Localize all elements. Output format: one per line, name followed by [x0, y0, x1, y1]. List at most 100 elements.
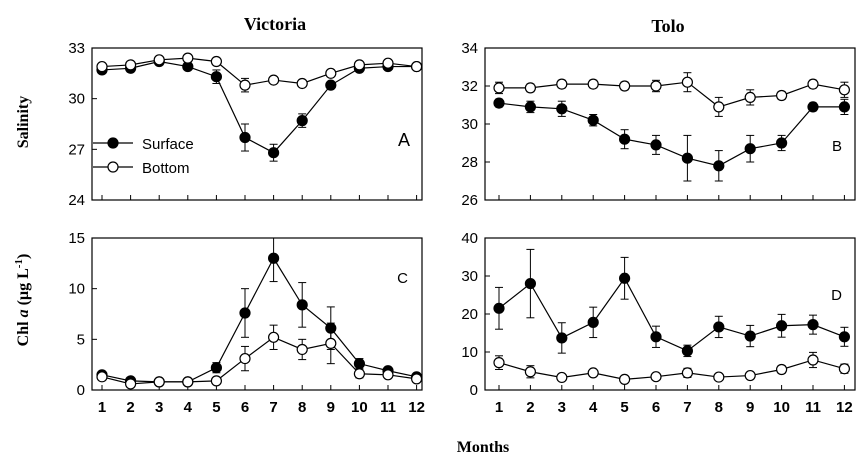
data-point-surface [493, 302, 505, 314]
data-point-bottom [524, 366, 537, 378]
data-point-bottom [744, 91, 756, 104]
data-point-bottom [838, 84, 851, 96]
y-tick-label: 0 [77, 382, 85, 399]
data-point-bottom [493, 82, 505, 94]
data-point-surface [681, 152, 694, 164]
x-tick-label: 3 [558, 399, 566, 416]
data-point-bottom [268, 331, 280, 343]
data-point-surface [807, 319, 819, 331]
x-axis-label: Months [457, 439, 509, 456]
data-point-surface [744, 330, 756, 342]
data-point-bottom [153, 54, 165, 66]
data-point-bottom [210, 375, 222, 387]
col-title-victoria: Victoria [244, 14, 306, 34]
data-point-surface [524, 101, 537, 113]
data-point-surface [268, 252, 280, 264]
x-tick-label: 2 [126, 399, 134, 416]
data-point-surface [838, 101, 851, 113]
y-tick-label: 30 [68, 91, 85, 108]
data-point-surface [587, 114, 599, 126]
data-point-bottom [96, 60, 108, 73]
data-point-surface [493, 97, 505, 109]
x-tick-label: 7 [683, 399, 691, 416]
y-axis-label-chl: Chl a (µg L-1) [13, 254, 32, 347]
data-point-bottom [239, 352, 251, 365]
data-point-bottom [411, 373, 423, 385]
y-tick-label: 10 [68, 281, 85, 298]
series-line-surface [101, 257, 417, 383]
data-point-surface [650, 331, 662, 343]
data-point-bottom [493, 357, 505, 369]
data-point-bottom [775, 363, 788, 376]
data-point-bottom [96, 371, 108, 383]
y-tick-label: 24 [68, 192, 85, 209]
y-tick-label: 0 [470, 382, 478, 399]
panel-c-frame [91, 237, 423, 391]
data-point-bottom [268, 74, 280, 86]
series-line-surface [498, 277, 845, 352]
data-point-bottom [650, 80, 662, 92]
data-point-bottom [325, 67, 337, 79]
legend-surface-marker [107, 137, 119, 149]
x-tick-label: 4 [184, 399, 193, 416]
y-tick-label: 33 [68, 40, 85, 57]
x-tick-label: 2 [526, 399, 534, 416]
panel-d-frame [484, 237, 856, 391]
x-tick-label: 10 [351, 399, 368, 416]
y-tick-label: 34 [461, 40, 478, 57]
data-point-bottom [325, 337, 337, 349]
data-point-bottom [125, 378, 137, 390]
data-point-surface [556, 103, 568, 115]
x-tick-label: 11 [380, 399, 396, 416]
panel-a: 24 27 30 33 A [68, 40, 423, 209]
data-point-bottom [524, 82, 537, 94]
data-point-surface [681, 345, 694, 357]
x-tick-label: 12 [836, 399, 853, 416]
x-tick-label: 10 [773, 399, 790, 416]
data-point-bottom [382, 57, 394, 69]
data-point-bottom [125, 59, 137, 71]
data-point-surface [713, 321, 725, 333]
x-tick-label: 5 [212, 399, 220, 416]
data-point-bottom [681, 367, 694, 379]
x-tick-label: 8 [298, 399, 306, 416]
data-point-surface [618, 272, 631, 284]
data-point-surface [775, 137, 788, 149]
data-point-bottom [618, 80, 631, 92]
data-point-bottom [713, 371, 725, 383]
x-tick-label: 8 [715, 399, 723, 416]
data-point-bottom [587, 78, 599, 90]
data-point-bottom [296, 343, 308, 356]
data-point-bottom [650, 371, 662, 383]
y-label-chl-sup: -1 [13, 259, 25, 268]
y-tick-label: 32 [461, 78, 478, 95]
y-tick-label: 15 [68, 230, 85, 247]
data-point-bottom [744, 369, 756, 382]
y-tick-label: 28 [461, 154, 478, 171]
data-point-surface [618, 133, 631, 145]
panel-letter-a: A [398, 130, 410, 150]
series-line-bottom [101, 336, 417, 385]
data-point-bottom [182, 376, 194, 388]
data-point-surface [556, 332, 568, 344]
y-tick-label: 5 [77, 331, 85, 348]
panel-b: 26 28 30 32 34 B [461, 40, 856, 209]
data-point-bottom [807, 354, 819, 366]
panel-a-frame [91, 47, 423, 201]
data-point-bottom [411, 60, 423, 73]
data-point-bottom [618, 373, 631, 385]
data-point-surface [325, 79, 337, 91]
y-label-chl-close: ) [15, 254, 32, 259]
y-label-chl-unit: (µg L [15, 268, 32, 309]
data-point-bottom [587, 367, 599, 379]
data-point-bottom [681, 76, 694, 88]
data-point-surface [838, 331, 851, 343]
data-point-surface [268, 147, 280, 159]
data-point-surface [239, 307, 251, 319]
data-point-bottom [353, 368, 365, 380]
y-tick-label: 20 [461, 306, 478, 323]
y-tick-label: 27 [68, 141, 85, 158]
legend: Surface Bottom [93, 136, 194, 177]
